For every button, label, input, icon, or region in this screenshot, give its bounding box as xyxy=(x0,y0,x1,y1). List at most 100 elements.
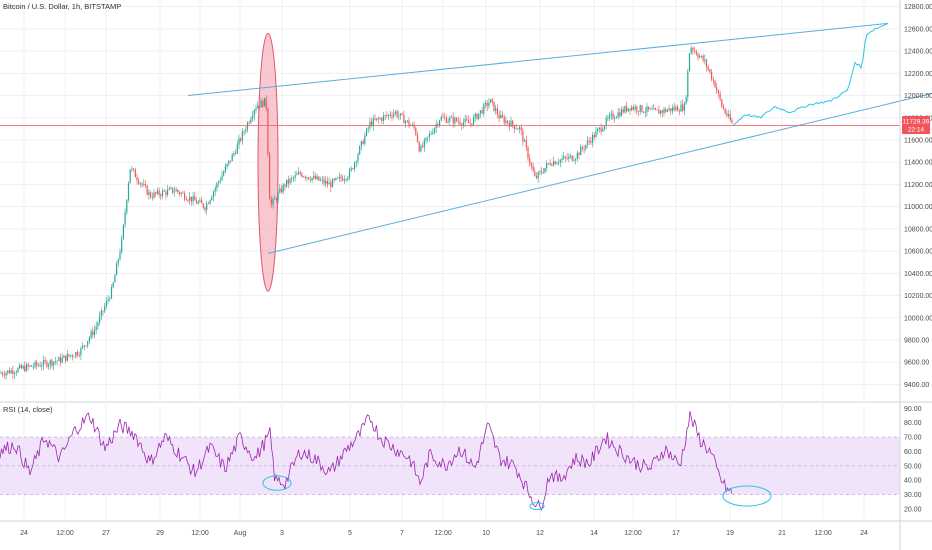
last-price-badge: 11729.39 22:14 xyxy=(902,116,930,134)
candle-body xyxy=(729,114,731,121)
candle-body xyxy=(541,171,543,173)
candle-body xyxy=(49,360,51,365)
candle-body xyxy=(537,172,539,179)
candle-body xyxy=(527,147,529,159)
candle-body xyxy=(87,341,89,346)
candle-body xyxy=(694,50,696,52)
candle-body xyxy=(632,106,634,110)
candle-body xyxy=(19,365,21,368)
candle-body xyxy=(389,114,391,116)
candle-body xyxy=(566,157,568,159)
candle-body xyxy=(129,169,131,184)
candle-body xyxy=(486,102,488,107)
candle-body xyxy=(554,161,556,165)
candle-body xyxy=(408,120,410,126)
candle-body xyxy=(398,115,400,117)
candle-body xyxy=(384,115,386,116)
candle-body xyxy=(175,189,177,192)
candle-body xyxy=(427,136,429,138)
candle-body xyxy=(343,179,345,181)
candle-body xyxy=(430,133,432,135)
candle-body xyxy=(80,347,82,356)
candle-body xyxy=(330,182,332,188)
candle-body xyxy=(282,184,284,193)
candle-body xyxy=(347,177,349,180)
candle-body xyxy=(173,191,175,193)
candle-body xyxy=(530,163,532,166)
candle-body xyxy=(323,179,325,184)
candle-body xyxy=(292,177,294,179)
candle-body xyxy=(187,200,189,201)
candle-body xyxy=(439,120,441,126)
candle-body xyxy=(524,140,526,142)
candle-body xyxy=(342,178,344,181)
candle-body xyxy=(615,117,617,119)
candle-body xyxy=(496,108,498,115)
candle-body xyxy=(36,362,38,366)
candle-body xyxy=(388,114,390,116)
candle-body xyxy=(456,118,458,122)
candle-body xyxy=(214,188,216,192)
candle-body xyxy=(578,152,580,156)
price-tick-label: 11400.00 xyxy=(904,160,932,167)
candle-body xyxy=(634,106,636,110)
candle-body xyxy=(510,120,512,127)
price-tick-label: 11000.00 xyxy=(904,204,932,211)
time-tick-label: 17 xyxy=(672,530,680,537)
candle-body xyxy=(707,66,709,70)
candle-body xyxy=(532,165,534,172)
candle-body xyxy=(500,114,502,119)
candle-body xyxy=(668,108,670,111)
price-tick-label: 10000.00 xyxy=(904,315,932,322)
candle-body xyxy=(711,72,713,80)
candle-body xyxy=(326,180,328,185)
candle-body xyxy=(622,109,624,113)
rsi-tick-label: 30.00 xyxy=(904,492,922,499)
candle-body xyxy=(73,356,75,358)
candle-body xyxy=(0,373,2,374)
candle-body xyxy=(275,198,277,201)
candle-body xyxy=(491,99,493,102)
candle-body xyxy=(525,140,527,148)
candle-body xyxy=(641,105,643,112)
candle-body xyxy=(637,111,640,112)
candle-body xyxy=(588,140,590,142)
candle-body xyxy=(184,193,186,200)
candle-body xyxy=(70,355,72,357)
rsi-tick-label: 40.00 xyxy=(904,478,922,485)
time-tick-label: 27 xyxy=(102,530,110,537)
price-tick-label: 9400.00 xyxy=(904,382,929,389)
time-tick-label: 21 xyxy=(778,530,786,537)
candle-body xyxy=(704,59,706,61)
candle-body xyxy=(68,354,70,357)
rsi-tick-label: 60.00 xyxy=(904,449,922,456)
candle-body xyxy=(469,122,471,124)
candle-body xyxy=(143,183,145,185)
candle-body xyxy=(138,180,140,184)
time-axis: 24 12:00 27 29 12:00 Aug 3 5 7 12:00 10 12 14 12:00 17… xyxy=(20,530,868,537)
forecast-path xyxy=(732,23,888,127)
candle-body xyxy=(600,127,602,132)
candle-body xyxy=(365,128,368,136)
candle-body xyxy=(335,177,337,180)
candle-body xyxy=(670,108,672,112)
candle-body xyxy=(513,125,515,129)
time-tick-label: 12:00 xyxy=(56,530,74,537)
candle-body xyxy=(585,144,587,149)
candle-body xyxy=(93,329,96,336)
candle-body xyxy=(287,179,289,184)
candle-body xyxy=(457,121,459,122)
candle-body xyxy=(415,127,417,135)
candle-body xyxy=(467,120,470,123)
candle-body xyxy=(194,196,196,201)
trendline-layer xyxy=(187,22,932,254)
candle-body xyxy=(2,373,4,375)
candle-body xyxy=(75,352,77,357)
candle-body xyxy=(139,183,141,185)
candle-body xyxy=(507,120,509,124)
candle-body xyxy=(405,121,407,124)
candle-body xyxy=(280,188,283,193)
candle-body xyxy=(59,357,62,363)
candle-body xyxy=(258,106,260,108)
